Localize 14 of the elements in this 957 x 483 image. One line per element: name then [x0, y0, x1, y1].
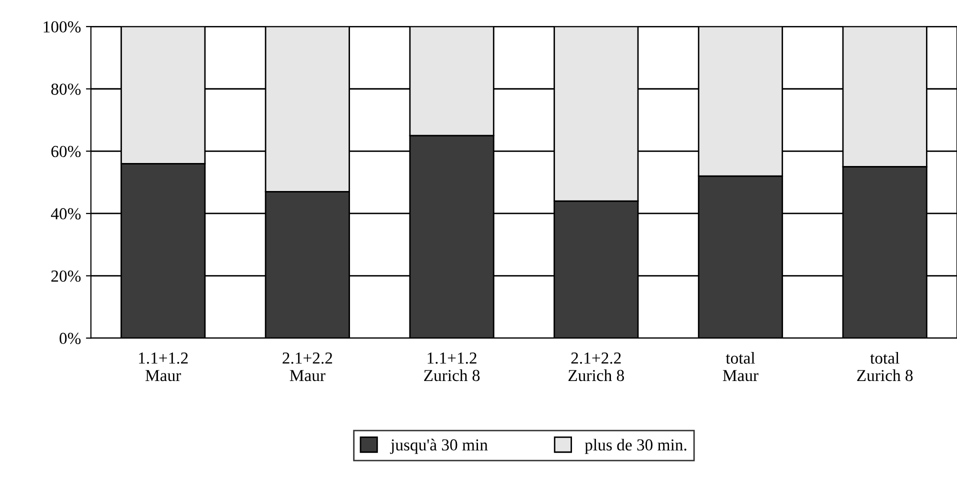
y-tick-label: 80% [51, 84, 81, 95]
legend-label: jusqu'à 30 min [390, 438, 488, 454]
y-tick-label: 20% [51, 270, 81, 282]
x-tick-label: 1.1+1.2 Maur [139, 352, 188, 382]
legend-label: plus de 30 min. [584, 438, 686, 454]
y-tick-label: 100% [44, 21, 81, 33]
y-tick-label: 40% [50, 208, 81, 220]
x-tick-label: 2.1+2.2 Zurich 8 [568, 352, 624, 382]
x-tick-label: 2.1+2.2 Maur [282, 352, 332, 382]
x-tick-label: total Zurich 8 [857, 352, 913, 382]
y-tick-label: 60% [51, 146, 81, 158]
x-tick-label: 1.1+1.2 Zurich 8 [424, 352, 480, 382]
y-tick-label: 0% [60, 332, 81, 344]
x-tick-label: total Maur [722, 352, 758, 382]
